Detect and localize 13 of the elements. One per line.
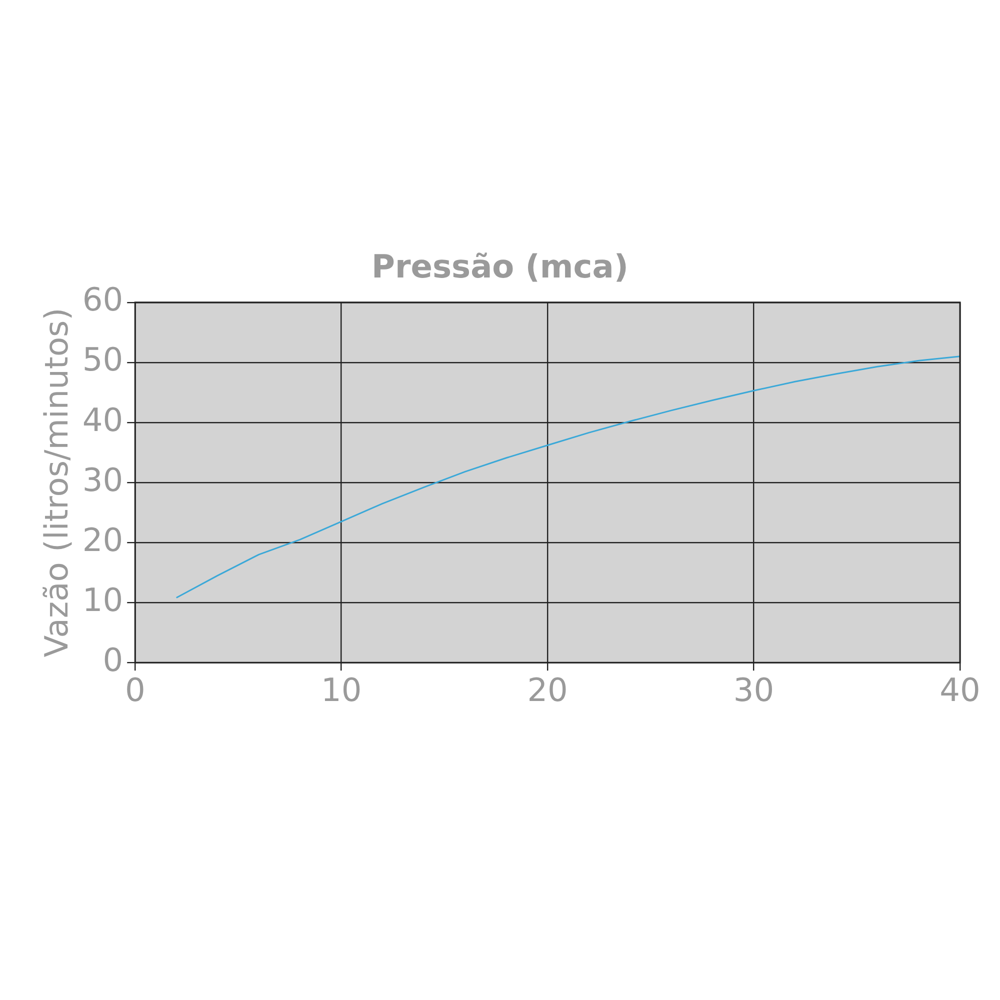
x-tick-label: 10 (320, 671, 362, 710)
y-tick-label: 0 (102, 640, 124, 679)
y-axis-title: Vazão (litros/minutos) (38, 308, 76, 658)
y-tick-label: 40 (82, 400, 124, 439)
y-tick-label: 30 (82, 460, 124, 499)
y-tick-label: 20 (82, 520, 124, 559)
y-tick-label: 60 (82, 280, 124, 319)
x-axis-title: Pressão (mca) (372, 248, 628, 286)
x-tick-label: 40 (940, 671, 980, 710)
y-tick-label: 50 (82, 340, 124, 379)
x-tick-label: 20 (527, 671, 568, 710)
y-tick-label: 10 (82, 580, 124, 619)
x-tick-label: 30 (733, 671, 774, 710)
